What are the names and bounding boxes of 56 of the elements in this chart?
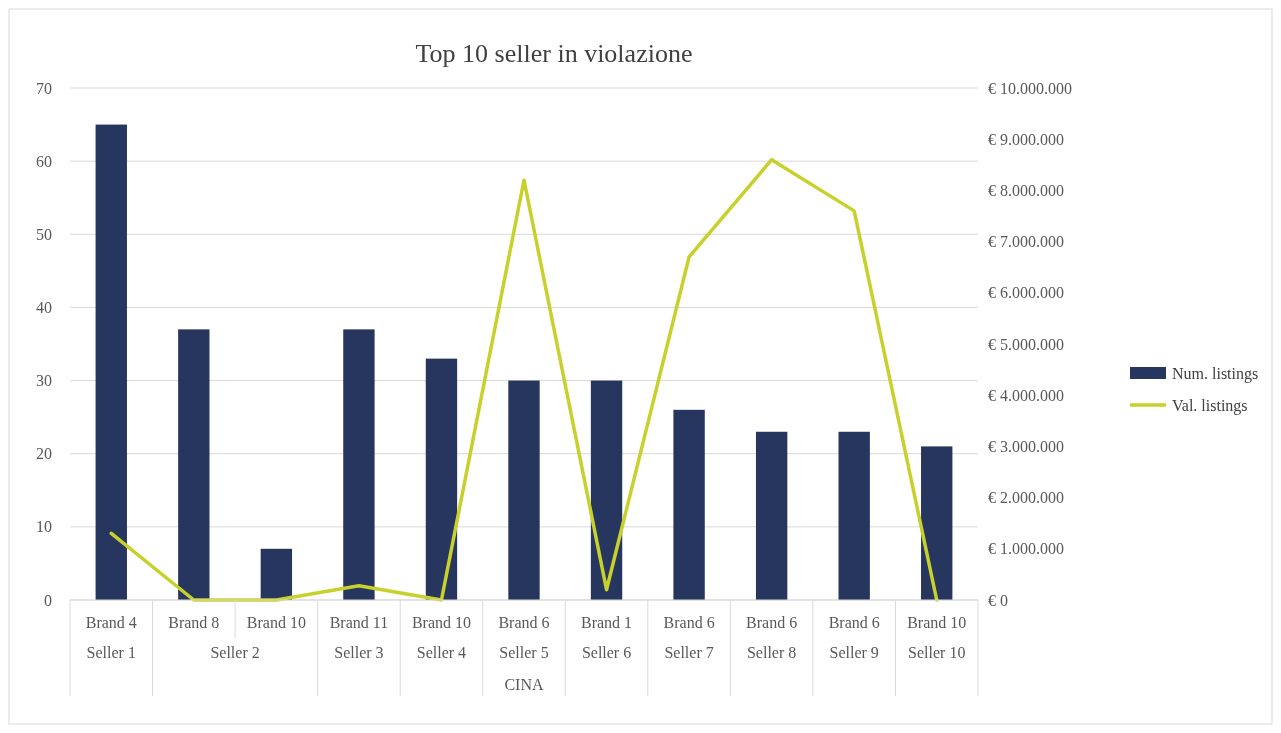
text: Seller 2 [210,643,260,661]
x-tick-label: Brand 4 [85,613,137,631]
bar [178,329,210,600]
text: Seller 1 [86,643,136,661]
bar [590,380,623,600]
y-tick-label: 70 [36,79,52,97]
x-tick-label: Brand 6 [828,613,880,631]
chart-title: Top 10 seller in violazione [415,39,693,68]
y-tick-label: 50 [36,225,52,243]
text: Seller 9 [829,643,879,661]
x-tick-label: Brand 10 [907,613,967,631]
y2-tick-label: € 2.000.000 [988,489,1064,507]
bar [921,446,953,600]
x-tick-label: Brand 6 [746,613,798,631]
text: Seller 6 [581,643,632,661]
y2-tick-label: € 8.000.000 [988,182,1064,199]
y-tick-label: 30 [36,372,52,390]
bar [260,548,293,600]
text: Seller 5 [499,643,549,661]
x-tick-label: Brand 10 [411,613,472,631]
y2-tick-label: € 7.000.000 [988,233,1064,251]
text: Seller 3 [334,643,384,661]
x-tick-label: Brand 1 [580,613,633,631]
bar [95,124,127,600]
text: Seller 8 [746,643,797,661]
bar [508,380,540,600]
y-tick-label: 40 [36,299,52,317]
y2-tick-label: € 0 [988,591,1008,609]
bar [673,409,705,600]
bar [755,431,788,600]
bar [838,431,870,600]
x-tick-label: Brand 6 [663,613,715,631]
y2-tick-label: € 10.000.000 [988,79,1072,97]
x-tick-label: Brand 10 [246,613,306,631]
y-tick-label: 60 [36,152,52,170]
y-tick-label: 10 [36,518,52,536]
x-tick-label: Brand 11 [329,613,389,631]
text: Seller 10 [908,643,966,661]
legend-label: Num. listings [1172,364,1259,383]
y2-tick-label: € 5.000.000 [988,335,1064,353]
x-tick-label: Brand 6 [498,613,550,631]
line-series [109,157,939,602]
legend-label: Val. listings [1172,396,1248,415]
text: Seller 4 [416,643,467,661]
y2-tick-label: € 1.000.000 [988,540,1064,558]
y-tick-label: 0 [44,591,52,609]
y2-tick-label: € 9.000.000 [988,130,1064,148]
y2-tick-label: € 3.000.000 [988,438,1064,455]
y2-tick-label: € 6.000.000 [988,284,1064,302]
bar [343,329,375,600]
text: Seller 7 [664,643,714,661]
y-tick-label: 20 [36,445,52,463]
text: CINA [504,675,544,693]
bar [425,358,458,600]
x-tick-label: Brand 8 [168,613,220,631]
y2-tick-label: € 4.000.000 [988,386,1064,404]
